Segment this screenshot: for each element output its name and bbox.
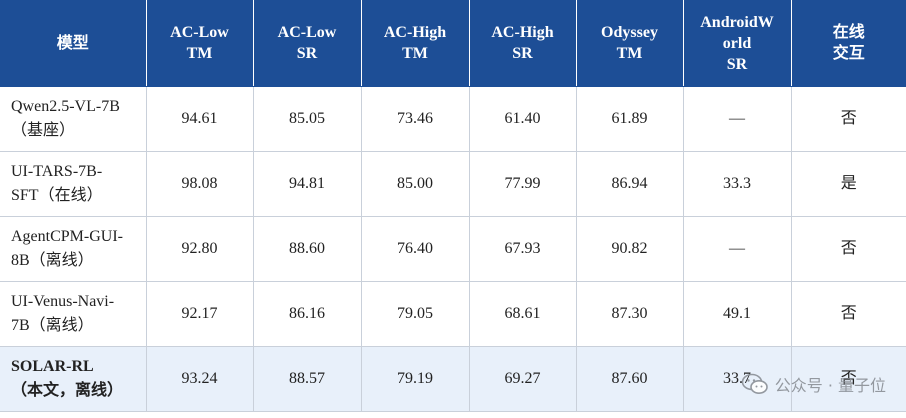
value-cell: 85.00: [361, 151, 470, 217]
header-ac-low-tm: AC-Low TM: [146, 0, 254, 87]
value-cell: —: [683, 86, 792, 152]
header-model-label: 模型: [56, 34, 89, 52]
header-label-line: 交互: [832, 45, 865, 62]
table-body: Qwen2.5-VL-7B （基座） 94.61 85.05 73.46 61.…: [0, 86, 906, 412]
value-cell: 否: [791, 86, 906, 152]
model-name-line: UI-Venus-Navi-: [11, 293, 115, 310]
table-row-highlighted: SOLAR-RL （本文，离线） 93.24 88.57 79.19 69.27…: [0, 346, 906, 412]
value-cell: 85.05: [253, 86, 362, 152]
header-ac-high-sr: AC-High SR: [469, 0, 577, 87]
wechat-icon: [741, 373, 768, 394]
header-model: 模型: [0, 0, 147, 87]
value-cell: 否: [791, 346, 906, 412]
table-row: UI-TARS-7B- SFT（在线） 98.08 94.81 85.00 77…: [0, 151, 906, 217]
value-cell: 93.24: [146, 346, 254, 412]
model-name-line: （基座）: [11, 122, 76, 139]
model-cell: Qwen2.5-VL-7B （基座）: [0, 86, 147, 152]
value-cell: 94.61: [146, 86, 254, 152]
table-row: UI-Venus-Navi- 7B（离线） 92.17 86.16 79.05 …: [0, 281, 906, 347]
value-cell: 86.94: [576, 151, 684, 217]
header-label-line: AC-High: [491, 24, 554, 41]
model-cell: UI-TARS-7B- SFT（在线）: [0, 151, 147, 217]
model-name-line: SOLAR-RL: [11, 358, 94, 375]
header-androidworld-sr: AndroidW orld SR: [683, 0, 792, 87]
value-cell: 86.16: [253, 281, 362, 347]
header-ac-low-sr: AC-Low SR: [253, 0, 362, 87]
header-label-line: TM: [616, 45, 643, 62]
model-cell: UI-Venus-Navi- 7B（离线）: [0, 281, 147, 347]
model-name-line: UI-TARS-7B-: [11, 163, 103, 180]
header-label-line: AC-High: [383, 24, 447, 41]
value-cell: 73.46: [361, 86, 470, 152]
model-cell: SOLAR-RL （本文，离线）: [0, 346, 147, 412]
header-label-line: TM: [186, 45, 213, 62]
header-label-line: orld: [722, 34, 752, 52]
model-name-line: （本文，离线）: [11, 382, 124, 399]
model-cell: AgentCPM-GUI- 8B（离线）: [0, 216, 147, 282]
value-cell: 88.60: [253, 216, 362, 282]
value-cell: 61.40: [469, 86, 577, 152]
value-cell: 94.81: [253, 151, 362, 217]
model-name-line: SFT（在线）: [11, 187, 103, 204]
value-cell: 92.17: [146, 281, 254, 347]
value-cell: 67.93: [469, 216, 577, 282]
model-name-line: Qwen2.5-VL-7B: [11, 98, 120, 115]
header-label-line: AC-Low: [170, 24, 229, 41]
value-cell: 61.89: [576, 86, 684, 152]
value-cell: 否: [791, 216, 906, 282]
value-cell: 87.60: [576, 346, 684, 412]
table-row: AgentCPM-GUI- 8B（离线） 92.80 88.60 76.40 6…: [0, 216, 906, 282]
header-online-interaction: 在线 交互: [791, 0, 906, 87]
value-cell: 92.80: [146, 216, 254, 282]
header-odyssey-tm: Odyssey TM: [576, 0, 684, 87]
value-cell: —: [683, 216, 792, 282]
header-label-line: AC-Low: [277, 24, 337, 41]
value-cell: 68.61: [469, 281, 577, 347]
value-cell: 69.27: [469, 346, 577, 412]
model-name-line: AgentCPM-GUI-: [11, 228, 123, 245]
value-cell: 76.40: [361, 216, 470, 282]
value-cell: 88.57: [253, 346, 362, 412]
value-cell: 77.99: [469, 151, 577, 217]
header-label-line: 在线: [832, 24, 865, 41]
header-label-line: SR: [512, 45, 533, 62]
value-cell: 90.82: [576, 216, 684, 282]
table-header: 模型 AC-Low TM AC-Low SR AC-High TM AC-Hig…: [0, 0, 906, 87]
value-cell: 79.19: [361, 346, 470, 412]
table-row: Qwen2.5-VL-7B （基座） 94.61 85.05 73.46 61.…: [0, 86, 906, 152]
header-label-line: TM: [402, 45, 428, 62]
watermark: 公众号 · 量子位: [741, 372, 886, 396]
value-cell: 49.1: [683, 281, 792, 347]
value-cell: 33.3: [683, 151, 792, 217]
value-cell: 87.30: [576, 281, 684, 347]
header-row: 模型 AC-Low TM AC-Low SR AC-High TM AC-Hig…: [0, 0, 906, 87]
model-name-line: 7B（离线）: [11, 317, 94, 334]
value-cell: 79.05: [361, 281, 470, 347]
header-ac-high-tm: AC-High TM: [361, 0, 470, 87]
value-cell: 是: [791, 151, 906, 217]
header-label-line: AndroidW: [700, 13, 774, 31]
value-cell: 33.7: [683, 346, 792, 412]
model-name-line: 8B（离线）: [11, 252, 94, 269]
value-cell: 98.08: [146, 151, 254, 217]
header-label-line: Odyssey: [601, 24, 658, 41]
header-label-line: SR: [726, 55, 748, 73]
value-cell: 否: [791, 281, 906, 347]
watermark-text: 公众号 · 量子位: [774, 376, 886, 395]
header-label-line: SR: [296, 45, 318, 62]
